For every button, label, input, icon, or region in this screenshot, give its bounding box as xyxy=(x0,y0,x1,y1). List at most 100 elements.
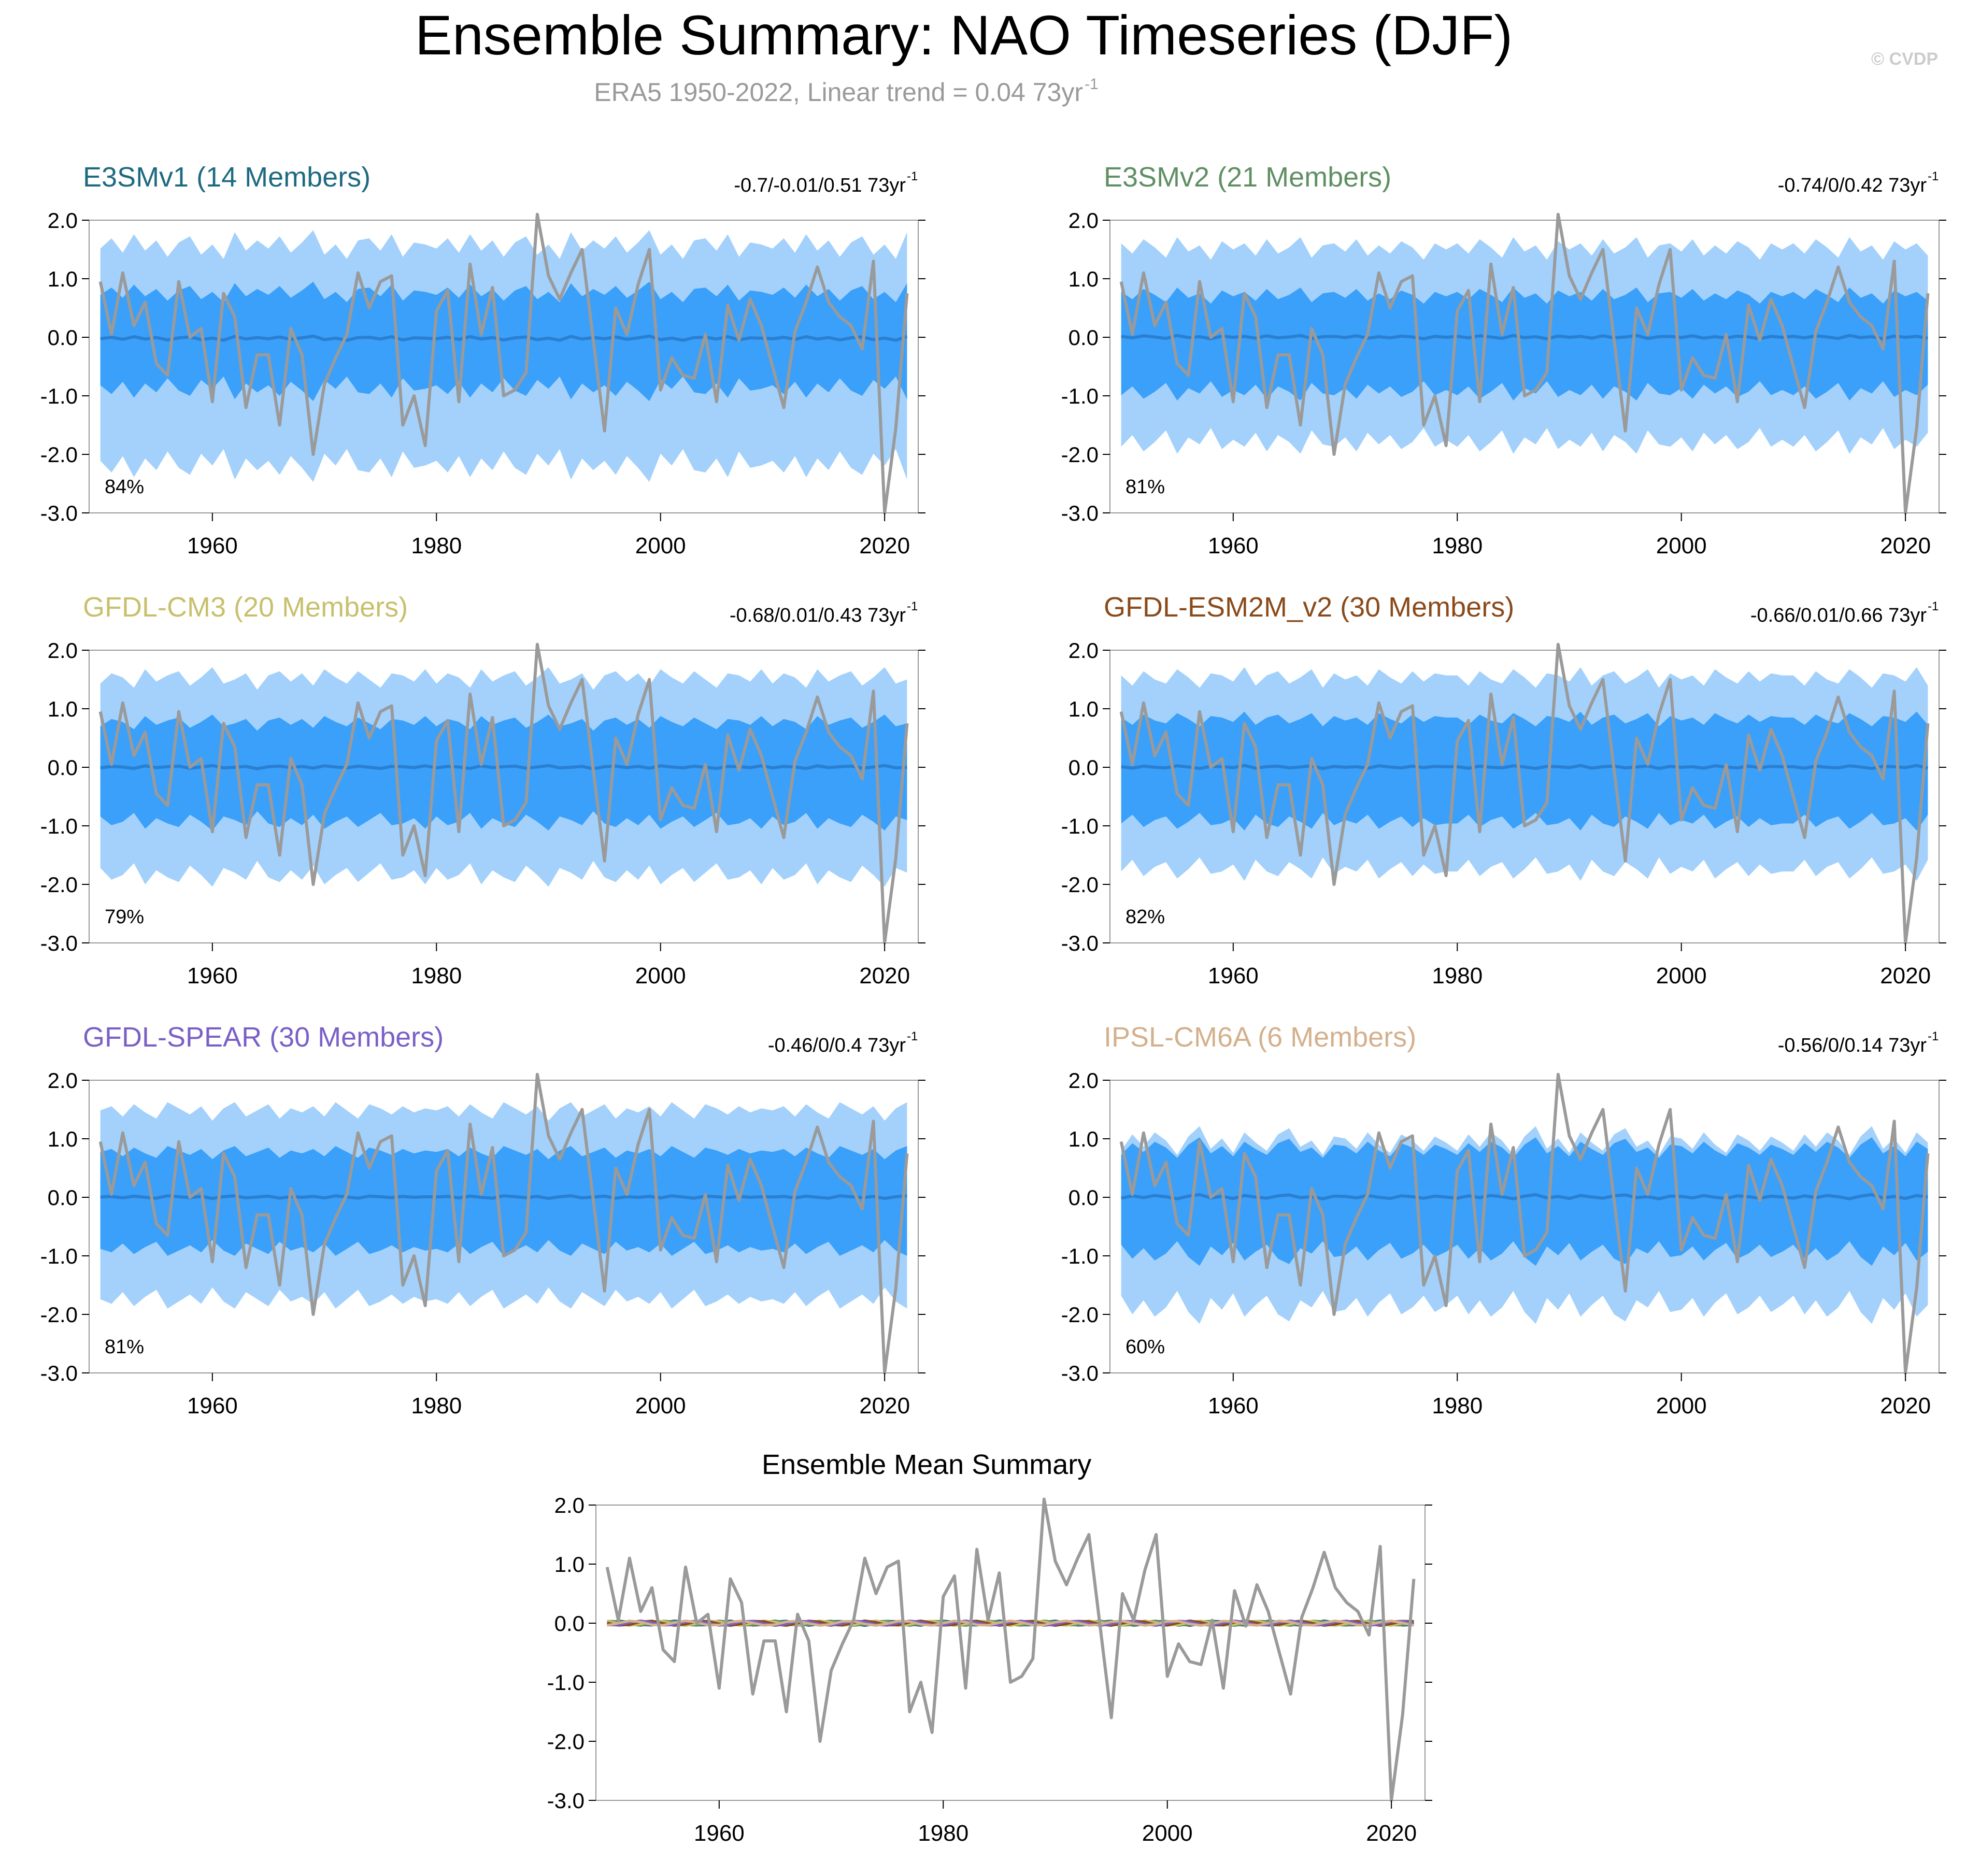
panel-2: 2.0 1.0 0.0 -1.0 -2.0 -3.0 1960 1980 2000 2020 E3S… xyxy=(1061,162,1946,558)
inner-band xyxy=(100,714,907,831)
ytick-label: 1.0 xyxy=(1069,1127,1099,1151)
ytick-label: -2.0 xyxy=(40,1302,78,1327)
ytick-label: 1.0 xyxy=(48,1127,78,1151)
ytick-label: -2.0 xyxy=(40,442,78,467)
xtick-label: 1960 xyxy=(1208,533,1259,558)
ytick-label: 1.0 xyxy=(1069,697,1099,721)
ytick-label: 0.0 xyxy=(48,755,78,780)
observed-line xyxy=(98,212,909,514)
observed-line xyxy=(1119,212,1930,514)
xtick-label: 2000 xyxy=(635,1393,686,1419)
panel-7: 2.0 1.0 0.0 -1.0 -2.0 -3.0 1960 1980 2000 2020 Ens… xyxy=(547,1449,1432,1846)
xtick-label: 2020 xyxy=(859,1393,910,1419)
page-subtitle: ERA5 1950-2022, Linear trend = 0.04 73yr xyxy=(594,78,1083,107)
panel-title: GFDL-SPEAR (30 Members) xyxy=(83,1022,444,1053)
xtick-label: 1980 xyxy=(411,1393,462,1419)
plot-frame xyxy=(595,1505,1426,1801)
xtick-label: 1980 xyxy=(1432,963,1483,989)
xtick-label: 2000 xyxy=(1142,1821,1193,1846)
ytick-label: -3.0 xyxy=(1061,931,1099,955)
ytick-label: -1.0 xyxy=(1061,1244,1099,1268)
xtick-label: 2020 xyxy=(1880,963,1931,989)
ytick-label: 0.0 xyxy=(1069,755,1099,780)
plot-frame xyxy=(89,650,919,943)
plot-frame xyxy=(1109,650,1940,943)
xtick-label: 1960 xyxy=(187,533,238,558)
trend-superscript: -1 xyxy=(1928,169,1939,183)
xtick-label: 1960 xyxy=(694,1821,745,1846)
ensemble-mean-line xyxy=(100,1194,907,1200)
xtick-label: 1960 xyxy=(1208,1393,1259,1419)
ytick-label: 2.0 xyxy=(1069,1068,1099,1093)
trend-superscript: -1 xyxy=(1928,1029,1939,1043)
trend-label: -0.46/0/0.4 73yr xyxy=(768,1035,906,1056)
model-mean-line-6 xyxy=(607,1619,1414,1627)
ensemble-mean-line xyxy=(100,334,908,342)
ytick-label: -2.0 xyxy=(1061,1302,1099,1327)
ytick-label: -1.0 xyxy=(547,1670,585,1695)
panel-title: Ensemble Mean Summary xyxy=(762,1449,1091,1480)
percent-label: 84% xyxy=(105,476,144,498)
xtick-label: 1980 xyxy=(411,963,462,989)
trend-superscript: -1 xyxy=(907,599,918,613)
panel-title: IPSL-CM6A (6 Members) xyxy=(1104,1022,1416,1053)
inner-band xyxy=(1121,711,1928,831)
ensemble-mean-line xyxy=(100,764,907,770)
panel-title: GFDL-ESM2M_v2 (30 Members) xyxy=(1104,592,1514,623)
xtick-label: 2000 xyxy=(1656,1393,1707,1419)
inner-band xyxy=(1121,1137,1928,1266)
trend-label: -0.7/-0.01/0.51 73yr xyxy=(734,175,906,196)
ytick-label: 0.0 xyxy=(1069,1185,1099,1210)
xtick-label: 1960 xyxy=(1208,963,1259,989)
ytick-label: -1.0 xyxy=(40,384,78,408)
trend-label: -0.74/0/0.42 73yr xyxy=(1778,175,1927,196)
xtick-label: 2020 xyxy=(859,533,910,558)
ytick-label: -2.0 xyxy=(547,1729,585,1754)
panel-5: 2.0 1.0 0.0 -1.0 -2.0 -3.0 1960 1980 2000 2020 GFD… xyxy=(40,1022,925,1419)
ytick-label: -3.0 xyxy=(1061,1361,1099,1385)
trend-superscript: -1 xyxy=(1928,599,1939,613)
ytick-label: 2.0 xyxy=(48,208,78,233)
observed-line xyxy=(1119,642,1930,944)
xtick-label: 2020 xyxy=(859,963,910,989)
panel-title: GFDL-CM3 (20 Members) xyxy=(83,592,408,623)
xtick-label: 2000 xyxy=(1656,963,1707,989)
ytick-label: -2.0 xyxy=(40,872,78,897)
xtick-label: 2020 xyxy=(1366,1821,1417,1846)
ytick-label: 0.0 xyxy=(1069,325,1099,350)
page-title: Ensemble Summary: NAO Timeseries (DJF) xyxy=(415,4,1513,66)
ytick-label: -1.0 xyxy=(40,1244,78,1268)
observed-line xyxy=(98,1072,909,1374)
panel-title: E3SMv2 (21 Members) xyxy=(1104,162,1391,193)
ytick-label: -3.0 xyxy=(40,1361,78,1385)
ytick-label: 1.0 xyxy=(48,267,78,291)
subtitle-superscript: -1 xyxy=(1085,76,1099,93)
trend-superscript: -1 xyxy=(907,169,918,183)
xtick-label: 1980 xyxy=(411,533,462,558)
panel-1: 2.0 1.0 0.0 -1.0 -2.0 -3.0 1960 1980 2000 2020 E3S… xyxy=(40,162,925,558)
percent-label: 60% xyxy=(1126,1336,1165,1358)
ytick-label: -1.0 xyxy=(40,814,78,838)
ensemble-mean-line xyxy=(1121,764,1929,770)
panel-4: 2.0 1.0 0.0 -1.0 -2.0 -3.0 1960 1980 2000 2020 GFD… xyxy=(1061,592,1946,989)
plot-frame xyxy=(1109,1080,1940,1373)
percent-label: 81% xyxy=(105,1336,144,1358)
panel-3: 2.0 1.0 0.0 -1.0 -2.0 -3.0 1960 1980 2000 2020 GFD… xyxy=(40,592,925,989)
inner-band xyxy=(1121,287,1928,401)
percent-label: 81% xyxy=(1126,476,1165,498)
watermark: © CVDP xyxy=(1871,49,1938,69)
ytick-label: -3.0 xyxy=(40,501,78,525)
plot-frame xyxy=(89,220,919,513)
ytick-label: 1.0 xyxy=(48,697,78,721)
trend-label: -0.68/0.01/0.43 73yr xyxy=(730,605,906,626)
ytick-label: -2.0 xyxy=(1061,442,1099,467)
xtick-label: 1980 xyxy=(1432,1393,1483,1419)
plot-frame xyxy=(1109,220,1940,513)
xtick-label: 1960 xyxy=(187,1393,238,1419)
ytick-label: -2.0 xyxy=(1061,872,1099,897)
ytick-label: -3.0 xyxy=(1061,501,1099,525)
subtitle-text: ERA5 1950-2022, Linear trend = 0.04 73yr xyxy=(594,78,1083,107)
percent-label: 82% xyxy=(1126,906,1165,928)
ytick-label: -3.0 xyxy=(547,1788,585,1813)
